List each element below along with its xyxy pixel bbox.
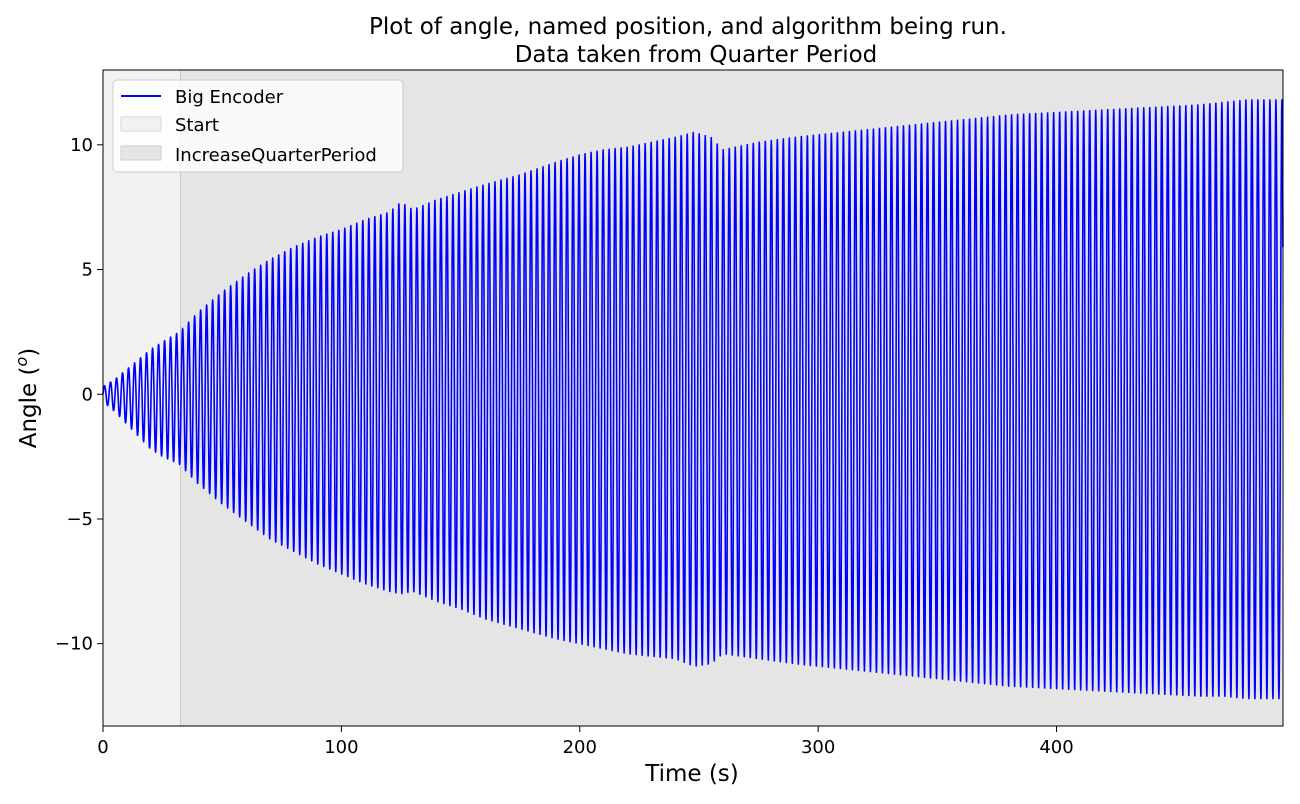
x-tick-label: 200 — [563, 737, 597, 758]
legend-swatch-start — [120, 116, 162, 132]
series-line-big-encoder — [102, 99, 1284, 700]
y-axis-label-close: ) — [16, 348, 42, 357]
x-axis: 0 100 200 300 400 — [97, 726, 1074, 758]
series-layer — [102, 99, 1284, 700]
legend-box — [112, 79, 404, 173]
y-tick-label: 10 — [70, 135, 93, 156]
y-tick-label: 5 — [82, 260, 93, 281]
y-tick-label: 0 — [82, 384, 93, 405]
x-tick-label: 100 — [324, 737, 358, 758]
x-axis-label: Time (s) — [644, 761, 739, 787]
y-axis-label: Angle (o) — [12, 348, 42, 449]
x-tick-label: 400 — [1039, 737, 1073, 758]
legend-swatch-increase-quarter-period — [120, 145, 162, 161]
chart-title: Plot of angle, named position, and algor… — [369, 14, 1007, 40]
legend-label-start: Start — [175, 115, 219, 136]
x-tick-label: 300 — [801, 737, 835, 758]
y-axis: 10 5 0 −5 −10 — [55, 135, 103, 655]
y-tick-label: −5 — [66, 509, 93, 530]
y-tick-label: −10 — [55, 634, 93, 655]
y-axis-label-superscript: o — [12, 357, 31, 367]
legend: Big Encoder Start IncreaseQuarterPeriod — [112, 79, 404, 173]
chart-subtitle: Data taken from Quarter Period — [515, 42, 878, 68]
x-tick-label: 0 — [97, 737, 108, 758]
y-axis-label-main: Angle ( — [16, 367, 42, 449]
legend-label-big-encoder: Big Encoder — [175, 87, 284, 108]
legend-label-increase-quarter-period: IncreaseQuarterPeriod — [175, 145, 377, 166]
plot-frame — [102, 69, 1284, 727]
